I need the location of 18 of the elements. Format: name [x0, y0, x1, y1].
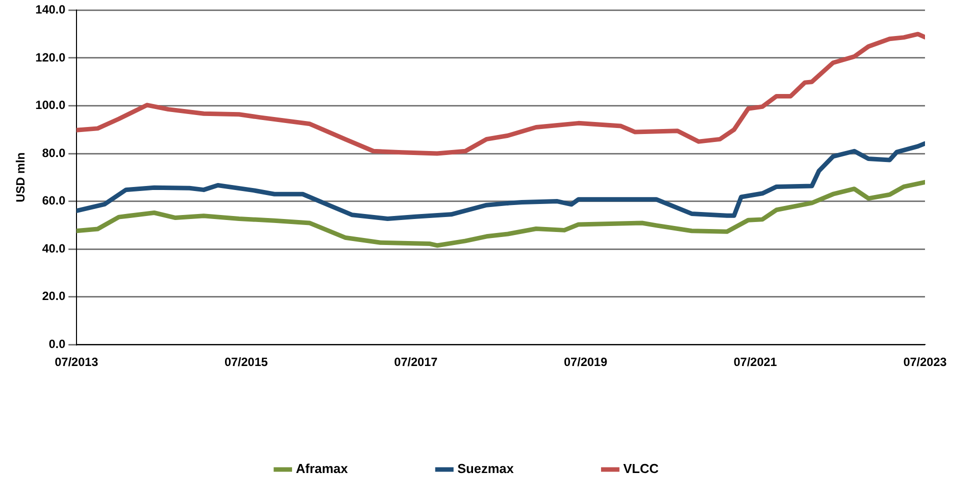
legend-label: VLCC — [623, 461, 660, 476]
legend-label: Suezmax — [457, 461, 515, 476]
y-tick-label: 100.0 — [35, 98, 66, 112]
y-tick-label: 20.0 — [42, 289, 66, 304]
x-tick-label: 07/2015 — [224, 355, 268, 370]
x-tick-label: 07/2023 — [903, 355, 948, 370]
y-axis-title: USD mln — [14, 152, 28, 202]
y-tick-label: 120.0 — [35, 50, 66, 64]
y-tick-label: 80.0 — [42, 146, 66, 160]
x-tick-label: 07/2017 — [394, 355, 438, 370]
x-tick-label: 07/2013 — [54, 355, 98, 370]
x-tick-label: 07/2019 — [564, 355, 608, 370]
y-tick-label: 0.0 — [48, 336, 66, 351]
y-tick-label: 40.0 — [42, 241, 66, 256]
y-tick-label: 140.0 — [35, 2, 66, 17]
x-tick-label: 07/2021 — [734, 355, 778, 370]
legend-label: Aframax — [296, 461, 349, 476]
y-tick-label: 60.0 — [42, 194, 66, 208]
